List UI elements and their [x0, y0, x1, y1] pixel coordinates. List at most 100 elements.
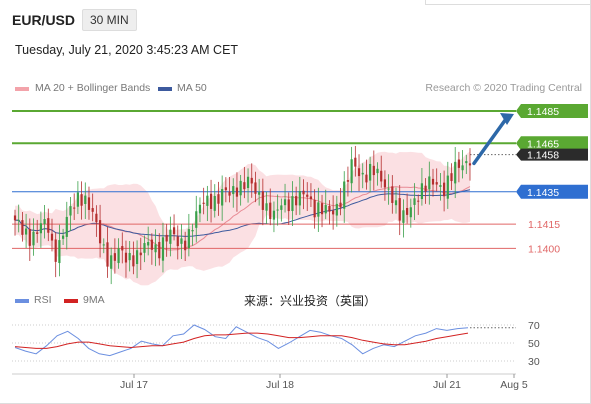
candle-body — [76, 192, 79, 207]
candle-body — [106, 242, 109, 267]
candle-body — [328, 205, 331, 212]
rsi-tick-label: 50 — [528, 338, 540, 350]
candle-body — [380, 170, 383, 182]
rsi-ma-line — [14, 332, 469, 349]
candle-body — [184, 240, 187, 251]
candle-body — [135, 250, 139, 264]
candle-body — [291, 196, 294, 212]
candle-body — [217, 194, 220, 204]
rsi-tick-label: 30 — [528, 356, 540, 368]
timeframe-badge[interactable]: 30 MIN — [82, 9, 137, 31]
candle-body — [24, 228, 28, 235]
candle-body — [187, 229, 190, 248]
candle-body — [435, 182, 438, 185]
candle-body — [398, 198, 401, 221]
candle-body — [32, 231, 35, 246]
candle-body — [139, 252, 142, 256]
resistance-tag-0 — [516, 103, 588, 118]
candle-body — [158, 241, 161, 259]
candle-body — [391, 186, 394, 203]
candle-body — [258, 192, 261, 195]
candle-body — [439, 185, 442, 187]
candle-body — [468, 163, 472, 166]
candle-body — [180, 238, 183, 244]
candle-body — [95, 213, 98, 223]
candle-body — [309, 196, 313, 200]
candle-body — [369, 163, 372, 181]
ma50-legend-label: MA 50 — [177, 82, 207, 94]
candle-body — [206, 195, 209, 206]
candle-body — [443, 182, 446, 197]
candle-body — [80, 194, 83, 206]
candle-body — [195, 211, 198, 228]
candle-body — [154, 244, 157, 253]
candle-body — [124, 252, 128, 263]
candle-body — [372, 165, 375, 176]
symbol-title: EUR/USD — [12, 12, 76, 28]
candle-body — [198, 204, 202, 214]
candle-body — [402, 210, 405, 223]
candle-body — [150, 239, 153, 250]
candle-body — [21, 220, 24, 235]
candle-body — [335, 203, 338, 216]
candle-body — [387, 188, 390, 190]
candle-body — [428, 176, 431, 190]
pivot-tag-3 — [516, 184, 588, 199]
candle-body — [39, 223, 42, 234]
candle-body — [450, 173, 453, 182]
candle-body — [276, 209, 279, 211]
candle-body — [246, 176, 250, 189]
forecast-arrow-head — [500, 112, 514, 125]
candle-body — [176, 236, 179, 247]
pivot-label-3: 1.1435 — [527, 187, 559, 199]
candle-body — [209, 193, 213, 209]
candle-body — [221, 189, 224, 206]
candle-body — [113, 253, 116, 261]
candle-body — [17, 219, 20, 221]
candle-body — [409, 207, 412, 218]
candle-body — [228, 191, 231, 196]
candle-body — [132, 255, 135, 267]
candle-body — [224, 187, 227, 191]
candle-body — [243, 182, 246, 190]
candle-body — [239, 180, 242, 196]
candle-body — [457, 159, 461, 168]
candle-body — [465, 161, 468, 164]
x-tick-label: Jul 17 — [120, 379, 148, 391]
candle-body — [110, 255, 113, 269]
candle-body — [417, 200, 420, 202]
ma50-legend-swatch — [158, 87, 172, 91]
candle-body — [332, 210, 335, 215]
last-price-label: 1.1458 — [527, 150, 559, 162]
candle-body — [69, 206, 72, 216]
source-watermark: 来源：兴业投资（英国） — [244, 294, 377, 308]
chart-datetime: Tuesday, July 21, 2020 3:45:23 AM CET — [15, 43, 239, 57]
candle-body — [272, 210, 276, 220]
candle-body — [287, 199, 290, 212]
candle-body — [202, 202, 205, 204]
candle-body — [283, 199, 287, 206]
candle-body — [54, 239, 57, 262]
candle-body — [254, 182, 257, 194]
candle-body — [235, 187, 239, 197]
candle-body — [161, 237, 165, 261]
rsi-tick-label: 70 — [528, 320, 540, 332]
support-label-5: 1.1400 — [528, 243, 560, 255]
candle-body — [317, 202, 320, 217]
resistance-label-0: 1.1485 — [527, 106, 559, 118]
candle-body — [295, 196, 298, 206]
candle-body — [169, 229, 172, 244]
rsi-legend-swatch — [15, 299, 29, 303]
candle-body — [346, 180, 350, 182]
candle-body — [50, 233, 54, 241]
resistance-tag-1 — [516, 136, 588, 151]
candle-body — [280, 205, 283, 210]
candle-body — [165, 234, 168, 242]
candle-body — [261, 191, 264, 210]
candle-body — [13, 215, 17, 221]
research-credit: Research © 2020 Trading Central — [425, 82, 582, 94]
last-price-marker: 1.1458 — [516, 148, 588, 162]
candle-body — [357, 168, 361, 177]
candle-body — [343, 181, 346, 209]
